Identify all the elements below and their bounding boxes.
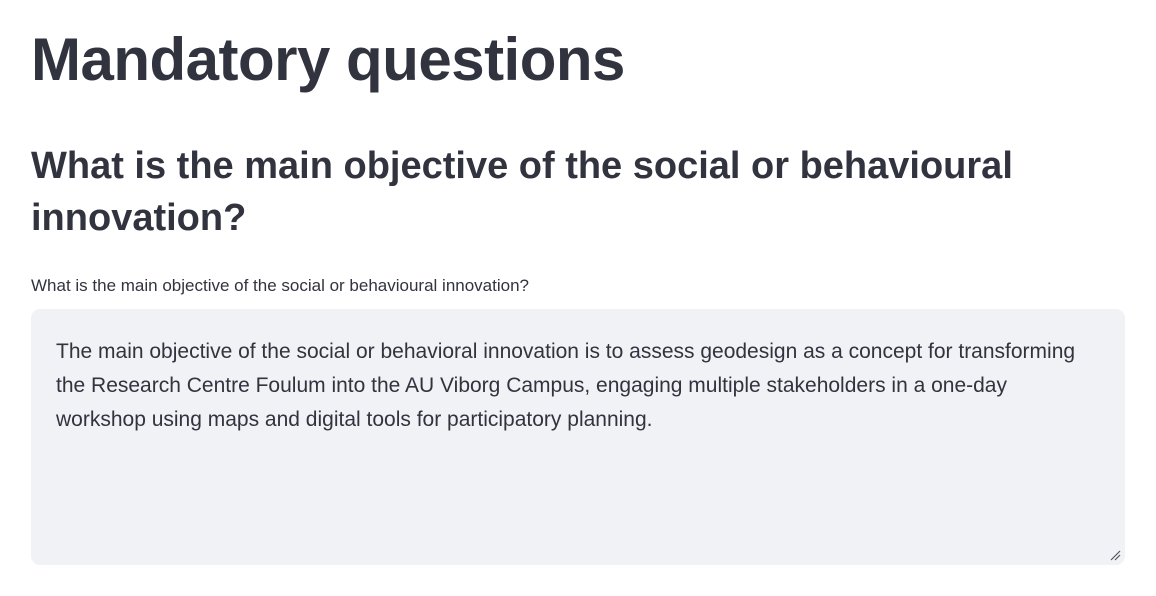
resize-handle-icon[interactable] [1109,549,1121,561]
answer-field-label: What is the main objective of the social… [31,276,530,295]
question-heading: What is the main objective of the social… [31,145,1013,239]
answer-textarea[interactable]: The main objective of the social or beha… [56,340,1081,431]
answer-textarea-container[interactable]: The main objective of the social or beha… [31,309,1125,565]
page-title: Mandatory questions [31,26,625,93]
